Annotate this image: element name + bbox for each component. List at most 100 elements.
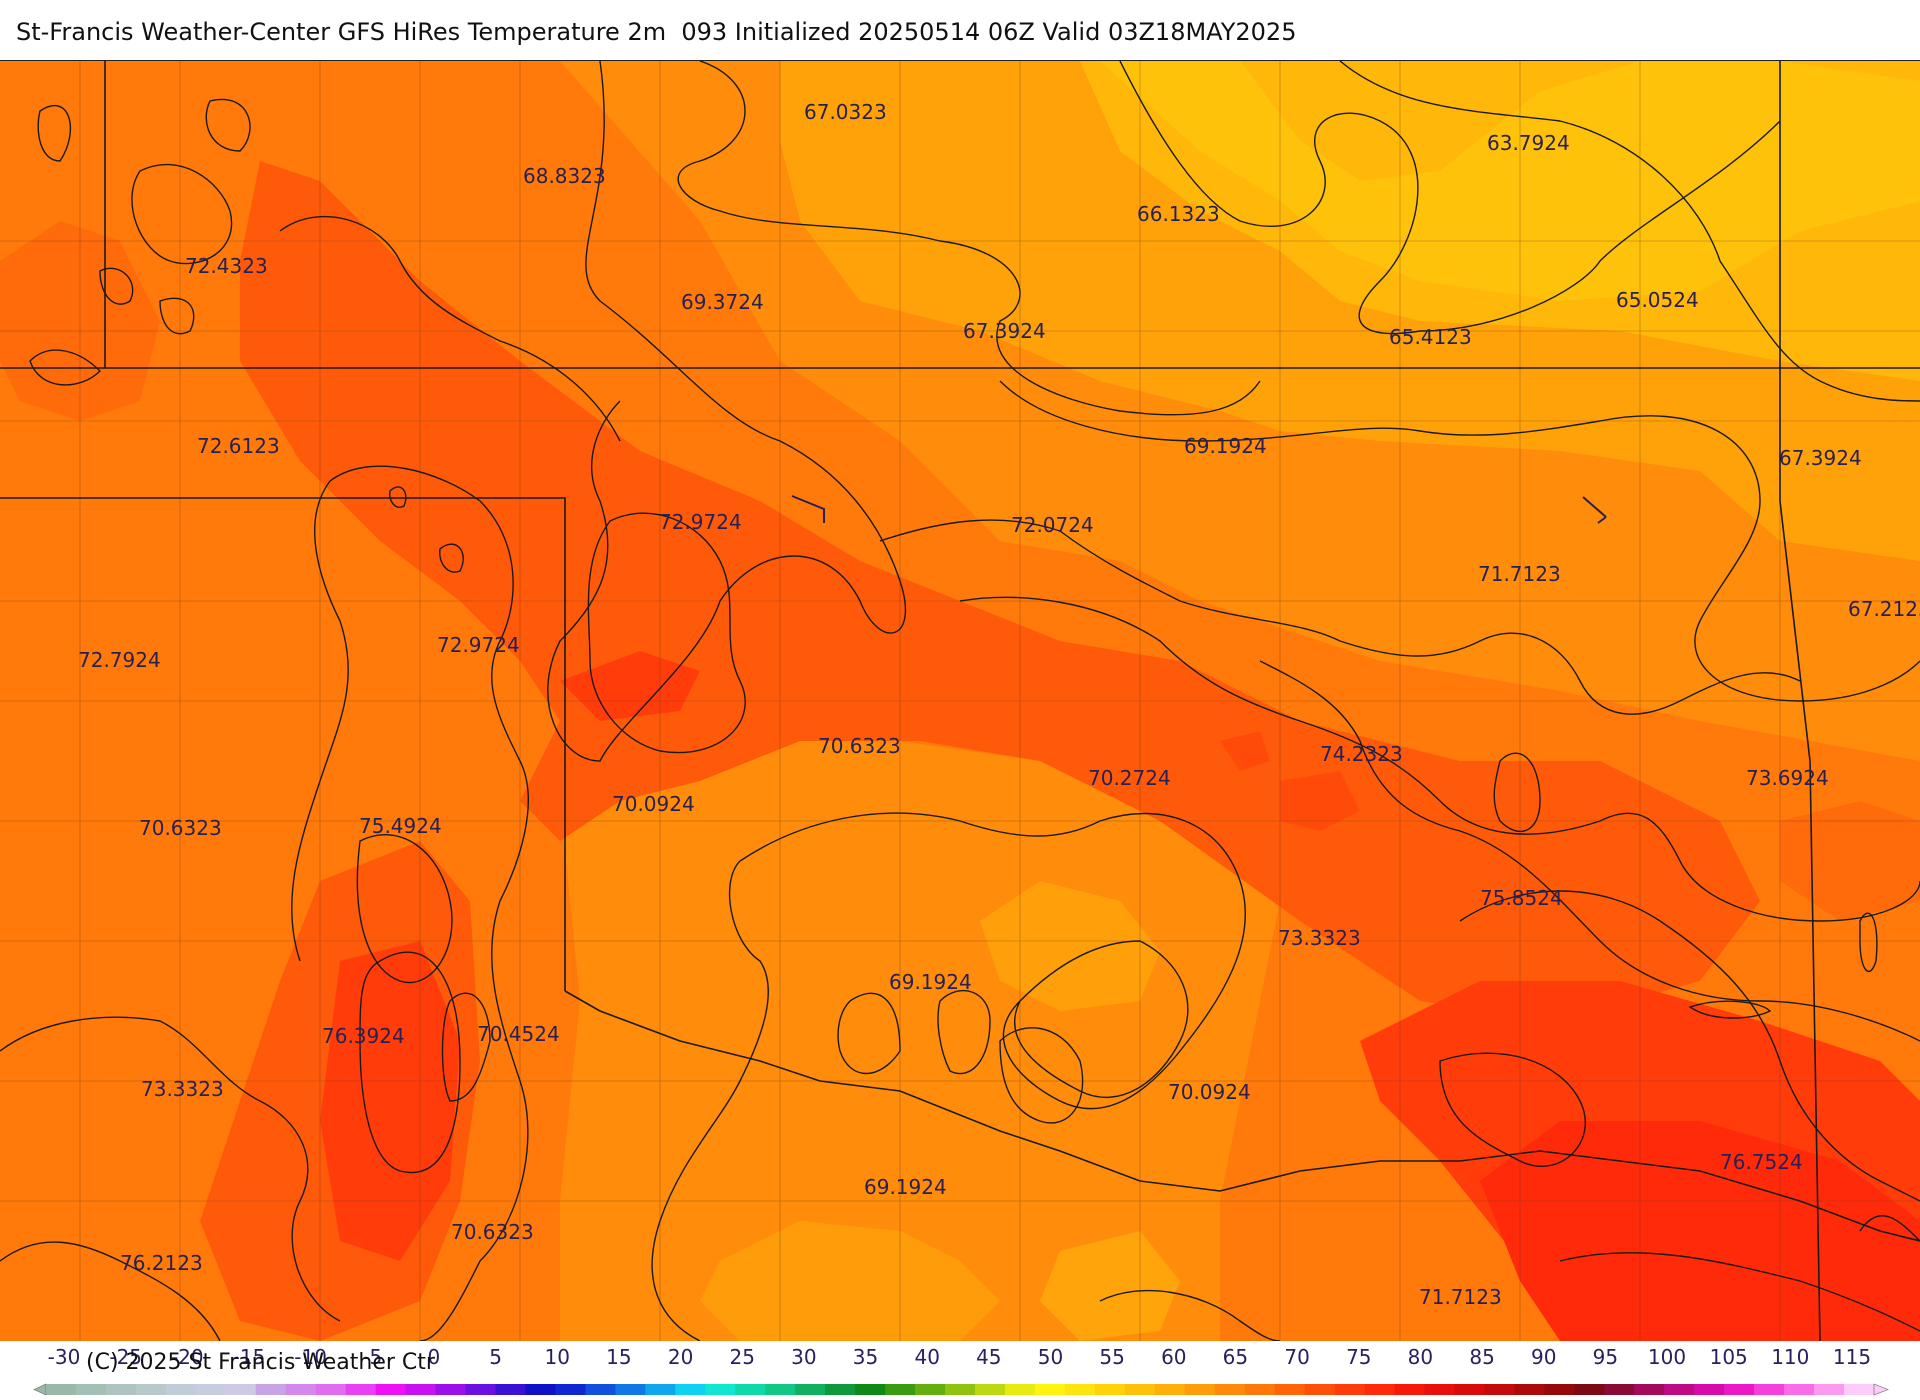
colorbar-tick-label: 0 bbox=[428, 1345, 441, 1369]
temperature-field-hot-spot-2 bbox=[1280, 771, 1360, 831]
colorbar-tick-label: 70 bbox=[1284, 1345, 1309, 1369]
colorbar-swatch bbox=[75, 1384, 107, 1395]
colorbar-swatch bbox=[1334, 1384, 1366, 1395]
value-label: 73.3323 bbox=[1278, 926, 1361, 950]
colorbar-swatch bbox=[1604, 1384, 1635, 1395]
value-label: 63.7924 bbox=[1487, 131, 1570, 155]
temperature-map: 67.0323 63.7924 68.8323 66.1323 72.4323 … bbox=[0, 60, 1920, 1341]
colorbar-tick-label: 115 bbox=[1833, 1345, 1871, 1369]
temperature-field-hot-spot bbox=[560, 651, 700, 721]
colorbar-tick-label: 50 bbox=[1038, 1345, 1063, 1369]
colorbar-swatch bbox=[375, 1384, 407, 1395]
colorbar-swatch bbox=[555, 1384, 586, 1395]
colorbar-swatch bbox=[1454, 1384, 1485, 1395]
colorbar-swatch bbox=[345, 1384, 377, 1395]
value-label: 76.2123 bbox=[120, 1251, 203, 1275]
value-label: 65.4123 bbox=[1389, 325, 1472, 349]
temperature-field-hot-core bbox=[320, 941, 460, 1261]
value-label: 67.3924 bbox=[963, 319, 1046, 343]
color-scale-legend: -30 -25 -20 -15 -10 -5 0 5 10 15 20 25 30 35 40 45 50 55 6… bbox=[0, 1340, 1920, 1400]
colorbar-right-arrow bbox=[1873, 1383, 1889, 1396]
colorbar-swatch bbox=[915, 1384, 946, 1395]
value-label: 70.6323 bbox=[451, 1220, 534, 1244]
colorbar-swatch bbox=[615, 1384, 646, 1395]
colorbar-tick-label: -20 bbox=[171, 1345, 204, 1369]
colorbar-swatch bbox=[195, 1384, 227, 1395]
colorbar-swatch bbox=[225, 1384, 257, 1395]
value-label: 70.0924 bbox=[612, 792, 695, 816]
value-label: 69.1924 bbox=[864, 1175, 947, 1199]
colorbar-swatch bbox=[1304, 1384, 1336, 1395]
colorbar-tick-label: 100 bbox=[1648, 1345, 1686, 1369]
value-label: 67.0323 bbox=[804, 100, 887, 124]
colorbar-swatch bbox=[795, 1384, 826, 1395]
value-label: 68.8323 bbox=[523, 164, 606, 188]
wind-barb-icon bbox=[791, 495, 1607, 524]
colorbar-swatch bbox=[1484, 1384, 1515, 1395]
value-label: 70.0924 bbox=[1168, 1080, 1251, 1104]
colorbar-swatch bbox=[46, 1384, 77, 1395]
value-label: 72.6123 bbox=[197, 434, 280, 458]
colorbar-swatch bbox=[1574, 1384, 1605, 1395]
colorbar-swatch bbox=[705, 1384, 736, 1395]
colorbar-tick-label: -30 bbox=[48, 1345, 81, 1369]
colorbar-swatch bbox=[1214, 1384, 1246, 1395]
colorbar-tick-label: 65 bbox=[1223, 1345, 1248, 1369]
value-label: 69.1924 bbox=[889, 970, 972, 994]
temperature-field-hot-band bbox=[240, 161, 1760, 1021]
colorbar-swatch bbox=[1784, 1384, 1815, 1395]
colorbar-tick-label: 85 bbox=[1469, 1345, 1494, 1369]
value-label: 67.2123 bbox=[1848, 597, 1920, 621]
colorbar-swatch bbox=[1034, 1384, 1066, 1395]
colorbar-tick-label: -15 bbox=[233, 1345, 266, 1369]
value-label: 71.7123 bbox=[1419, 1285, 1502, 1309]
colorbar-swatch bbox=[1274, 1384, 1306, 1395]
value-label: 70.6323 bbox=[818, 734, 901, 758]
temperature-field-mild-region bbox=[560, 731, 1280, 1341]
value-label: 73.6924 bbox=[1746, 766, 1829, 790]
colorbar-swatch bbox=[1124, 1384, 1156, 1395]
colorbar-left-arrow bbox=[33, 1383, 47, 1396]
state-boundaries bbox=[0, 61, 1920, 1341]
colorbar-tick-label: 95 bbox=[1593, 1345, 1618, 1369]
colorbar-swatch bbox=[1754, 1384, 1785, 1395]
value-label: 73.3323 bbox=[141, 1077, 224, 1101]
map-title: St-Francis Weather-Center GFS HiRes Temp… bbox=[16, 18, 1297, 46]
colorbar-swatch bbox=[105, 1384, 137, 1395]
colorbar-swatch bbox=[1544, 1384, 1575, 1395]
colorbar-swatch bbox=[645, 1384, 676, 1395]
colorbar-swatch bbox=[1064, 1384, 1096, 1395]
value-label: 75.4924 bbox=[359, 814, 442, 838]
colorbar-tick-label: 90 bbox=[1531, 1345, 1556, 1369]
colorbar-tick-label: 60 bbox=[1161, 1345, 1186, 1369]
colorbar-tick-label: -25 bbox=[109, 1345, 142, 1369]
colorbar-tick-label: 10 bbox=[544, 1345, 569, 1369]
colorbar-swatch bbox=[855, 1384, 886, 1395]
colorbar-tick-label: 30 bbox=[791, 1345, 816, 1369]
colorbar-swatch bbox=[465, 1384, 497, 1395]
colorbar-swatch bbox=[585, 1384, 616, 1395]
colorbar-tick-label: 35 bbox=[853, 1345, 878, 1369]
value-labels: 67.0323 63.7924 68.8323 66.1323 72.4323 … bbox=[78, 100, 1920, 1309]
value-label: 70.6323 bbox=[139, 816, 222, 840]
colorbar-swatch bbox=[1154, 1384, 1186, 1395]
colorbar-swatch bbox=[525, 1384, 556, 1395]
colorbar-tick-label: 5 bbox=[489, 1345, 502, 1369]
colorbar-tick-label: 20 bbox=[668, 1345, 693, 1369]
temperature-field-mild-region-2 bbox=[980, 881, 1160, 1011]
colorbar-swatch bbox=[1184, 1384, 1216, 1395]
colorbar-swatch bbox=[1394, 1384, 1425, 1395]
value-label: 74.2323 bbox=[1320, 742, 1403, 766]
colorbar-swatch bbox=[945, 1384, 976, 1395]
colorbar-swatch bbox=[135, 1384, 167, 1395]
value-label: 75.8524 bbox=[1480, 886, 1563, 910]
value-label: 65.0524 bbox=[1616, 288, 1699, 312]
colorbar-tick-label: 40 bbox=[914, 1345, 939, 1369]
colorbar-tick-label: 75 bbox=[1346, 1345, 1371, 1369]
value-label: 76.3924 bbox=[322, 1024, 405, 1048]
colorbar-tick-label: 110 bbox=[1771, 1345, 1809, 1369]
colorbar-swatch bbox=[974, 1384, 1006, 1395]
copyright-text: (C) 2025 St Francis Weather Ctr bbox=[86, 1350, 435, 1375]
colorbar-swatch bbox=[885, 1384, 916, 1395]
colorbar-swatch bbox=[1814, 1384, 1845, 1395]
